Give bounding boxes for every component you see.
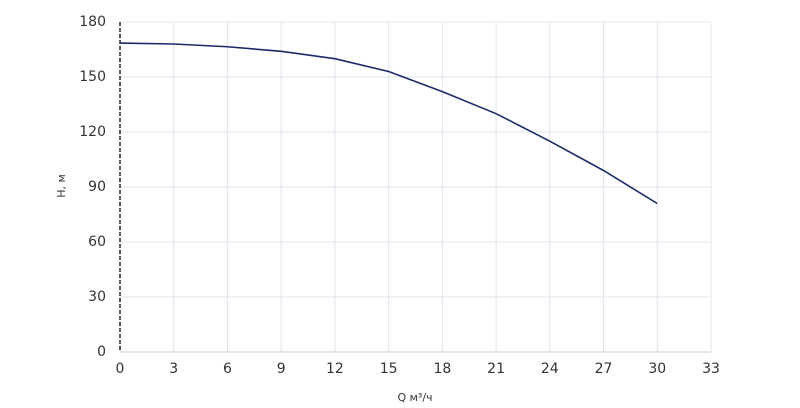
y-tick-label: 150	[79, 69, 106, 85]
x-tick-label: 24	[541, 361, 559, 377]
x-axis-title: Q м³/ч	[397, 391, 432, 404]
curve	[119, 42, 658, 205]
x-tick-label: 30	[648, 361, 666, 377]
x-tick-label: 0	[116, 361, 125, 377]
y-tick-label: 90	[88, 179, 106, 195]
x-tick-label: 21	[487, 361, 505, 377]
y-tick-label: 0	[97, 344, 106, 360]
y-tick-label: 180	[79, 14, 106, 30]
y-tick-label: 120	[79, 124, 106, 140]
x-tick-label: 9	[277, 361, 286, 377]
x-tick-label: 33	[702, 361, 720, 377]
y-axis-title: H, м	[55, 174, 68, 198]
x-tick-label: 6	[223, 361, 232, 377]
x-tick-label: 3	[169, 361, 178, 377]
y-tick-label: 60	[88, 234, 106, 250]
y-tick-label: 30	[88, 289, 106, 305]
x-tick-label: 27	[595, 361, 613, 377]
x-tick-label: 12	[326, 361, 344, 377]
x-tick-label: 18	[433, 361, 451, 377]
x-tick-label: 15	[380, 361, 398, 377]
